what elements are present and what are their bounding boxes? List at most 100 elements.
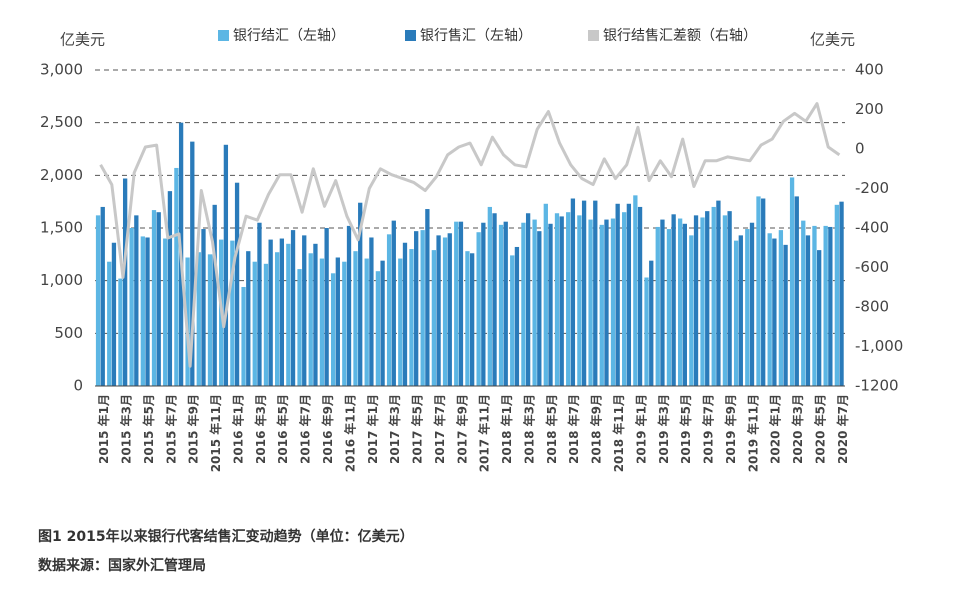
bar xyxy=(313,243,318,386)
bar xyxy=(828,226,833,386)
bar xyxy=(319,258,325,386)
legend-label: 银行售汇（左轴） xyxy=(420,28,532,44)
legend-swatch xyxy=(405,30,416,41)
bar xyxy=(212,204,217,386)
legend-label: 银行结售汇差额（右轴） xyxy=(603,28,757,44)
y-tick-label: 2,000 xyxy=(40,166,83,184)
x-tick-label: 2020 年1月 xyxy=(768,394,783,464)
y2-tick-label: 0 xyxy=(855,140,865,158)
bar xyxy=(302,235,307,386)
bar xyxy=(599,224,604,386)
bar xyxy=(174,167,179,386)
x-tick-label: 2015 年11月 xyxy=(208,394,223,472)
bar xyxy=(622,212,627,386)
bar xyxy=(163,238,168,386)
legend-label: 银行结汇（左轴） xyxy=(233,28,345,44)
source: 数据来源：国家外汇管理局 xyxy=(38,557,206,574)
bar xyxy=(554,213,560,386)
bar xyxy=(201,229,206,386)
bar xyxy=(386,234,392,386)
x-tick-label: 2015 年3月 xyxy=(118,394,133,464)
bar xyxy=(447,233,452,386)
bar xyxy=(436,235,441,386)
bar xyxy=(268,239,273,386)
y2-tick-label: 200 xyxy=(855,100,884,118)
bar xyxy=(510,255,515,386)
bar xyxy=(230,240,235,386)
bar xyxy=(700,217,705,386)
x-tick-label: 2018 年9月 xyxy=(589,394,604,464)
bar xyxy=(705,211,710,386)
bar xyxy=(487,206,492,386)
x-tick-label: 2017 年9月 xyxy=(454,394,469,464)
x-tick-label: 2015 年7月 xyxy=(163,394,178,464)
bar xyxy=(794,196,799,386)
bar xyxy=(727,211,732,386)
bar xyxy=(442,237,448,386)
bar xyxy=(156,212,161,386)
bar xyxy=(666,229,672,386)
bar xyxy=(581,200,587,386)
x-tick-label: 2020 年5月 xyxy=(813,394,828,464)
x-tick-label: 2019 年1月 xyxy=(633,394,648,464)
bar xyxy=(391,220,396,386)
legend-swatch xyxy=(588,30,599,41)
bar xyxy=(476,232,481,386)
bar xyxy=(633,195,638,386)
bar xyxy=(223,144,229,386)
x-tick-label: 2018 年1月 xyxy=(499,394,514,464)
bar xyxy=(346,225,352,386)
bar xyxy=(470,253,475,386)
bar xyxy=(733,240,739,386)
bar xyxy=(151,210,157,386)
bar xyxy=(279,238,285,386)
x-tick-label: 2019 年5月 xyxy=(678,394,693,464)
bar xyxy=(252,261,257,386)
y2-tick-label: -800 xyxy=(855,298,889,316)
bar xyxy=(246,251,251,386)
bar xyxy=(330,273,336,386)
bar xyxy=(196,252,201,386)
bar xyxy=(241,286,246,386)
bar xyxy=(275,252,280,386)
bar xyxy=(783,244,788,386)
x-tick-label: 2018 年5月 xyxy=(544,394,559,464)
bar xyxy=(498,224,504,386)
bar xyxy=(644,277,649,386)
x-tick-label: 2018 年3月 xyxy=(521,394,536,464)
bar xyxy=(615,203,620,386)
x-tick-label: 2019 年3月 xyxy=(656,394,671,464)
bar xyxy=(593,200,598,386)
bar xyxy=(801,220,806,386)
bar xyxy=(823,225,828,386)
bar xyxy=(454,221,459,386)
y-tick-label: 1,500 xyxy=(40,219,83,237)
bar xyxy=(414,231,419,386)
bar xyxy=(375,271,381,386)
bar xyxy=(834,204,840,386)
y-tick-label: 1,000 xyxy=(40,271,83,289)
bar xyxy=(693,215,699,386)
bar xyxy=(369,237,374,386)
bar xyxy=(671,214,676,386)
bar xyxy=(711,206,716,386)
bar xyxy=(353,251,358,386)
bar xyxy=(402,242,408,386)
x-tick-label: 2019 年11月 xyxy=(745,394,760,472)
bar xyxy=(610,218,616,386)
bar xyxy=(778,230,784,386)
bar xyxy=(772,238,777,386)
bar xyxy=(745,229,750,386)
x-tick-label: 2016 年11月 xyxy=(342,394,357,472)
y2-tick-label: -600 xyxy=(855,258,889,276)
bar xyxy=(207,254,213,386)
x-tick-label: 2019 年9月 xyxy=(723,394,738,464)
bar xyxy=(722,215,728,386)
bar xyxy=(308,253,313,386)
bar xyxy=(297,269,302,386)
bar xyxy=(324,228,329,386)
bar xyxy=(660,219,665,386)
bar xyxy=(465,251,470,386)
